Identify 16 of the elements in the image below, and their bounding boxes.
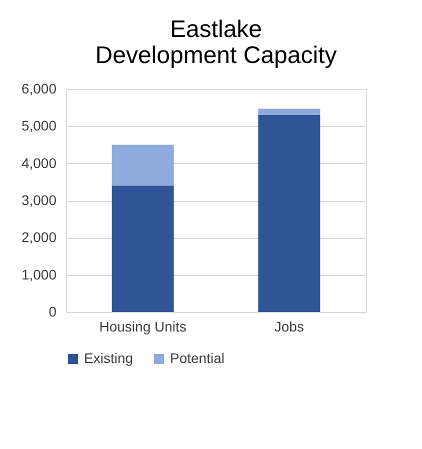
legend-label: Existing: [84, 350, 134, 366]
y-tick-label: 6,000: [21, 80, 57, 96]
bar: [112, 144, 174, 186]
y-tick-label: 2,000: [21, 229, 57, 246]
x-tick-label: Housing Units: [99, 318, 186, 334]
bar: [258, 108, 320, 116]
y-tick-label: 4,000: [21, 154, 57, 171]
bar: [258, 115, 320, 312]
x-tick-label: Jobs: [274, 318, 304, 334]
legend-label: Potential: [170, 350, 224, 366]
y-tick-label: 5,000: [21, 118, 57, 134]
chart-title: Eastlake Development Capacity: [95, 16, 337, 69]
y-tick-label: 0: [48, 304, 57, 320]
y-tick-label: 3,000: [21, 192, 57, 208]
bar: [112, 186, 174, 312]
y-tick-label: 1,000: [21, 266, 57, 282]
